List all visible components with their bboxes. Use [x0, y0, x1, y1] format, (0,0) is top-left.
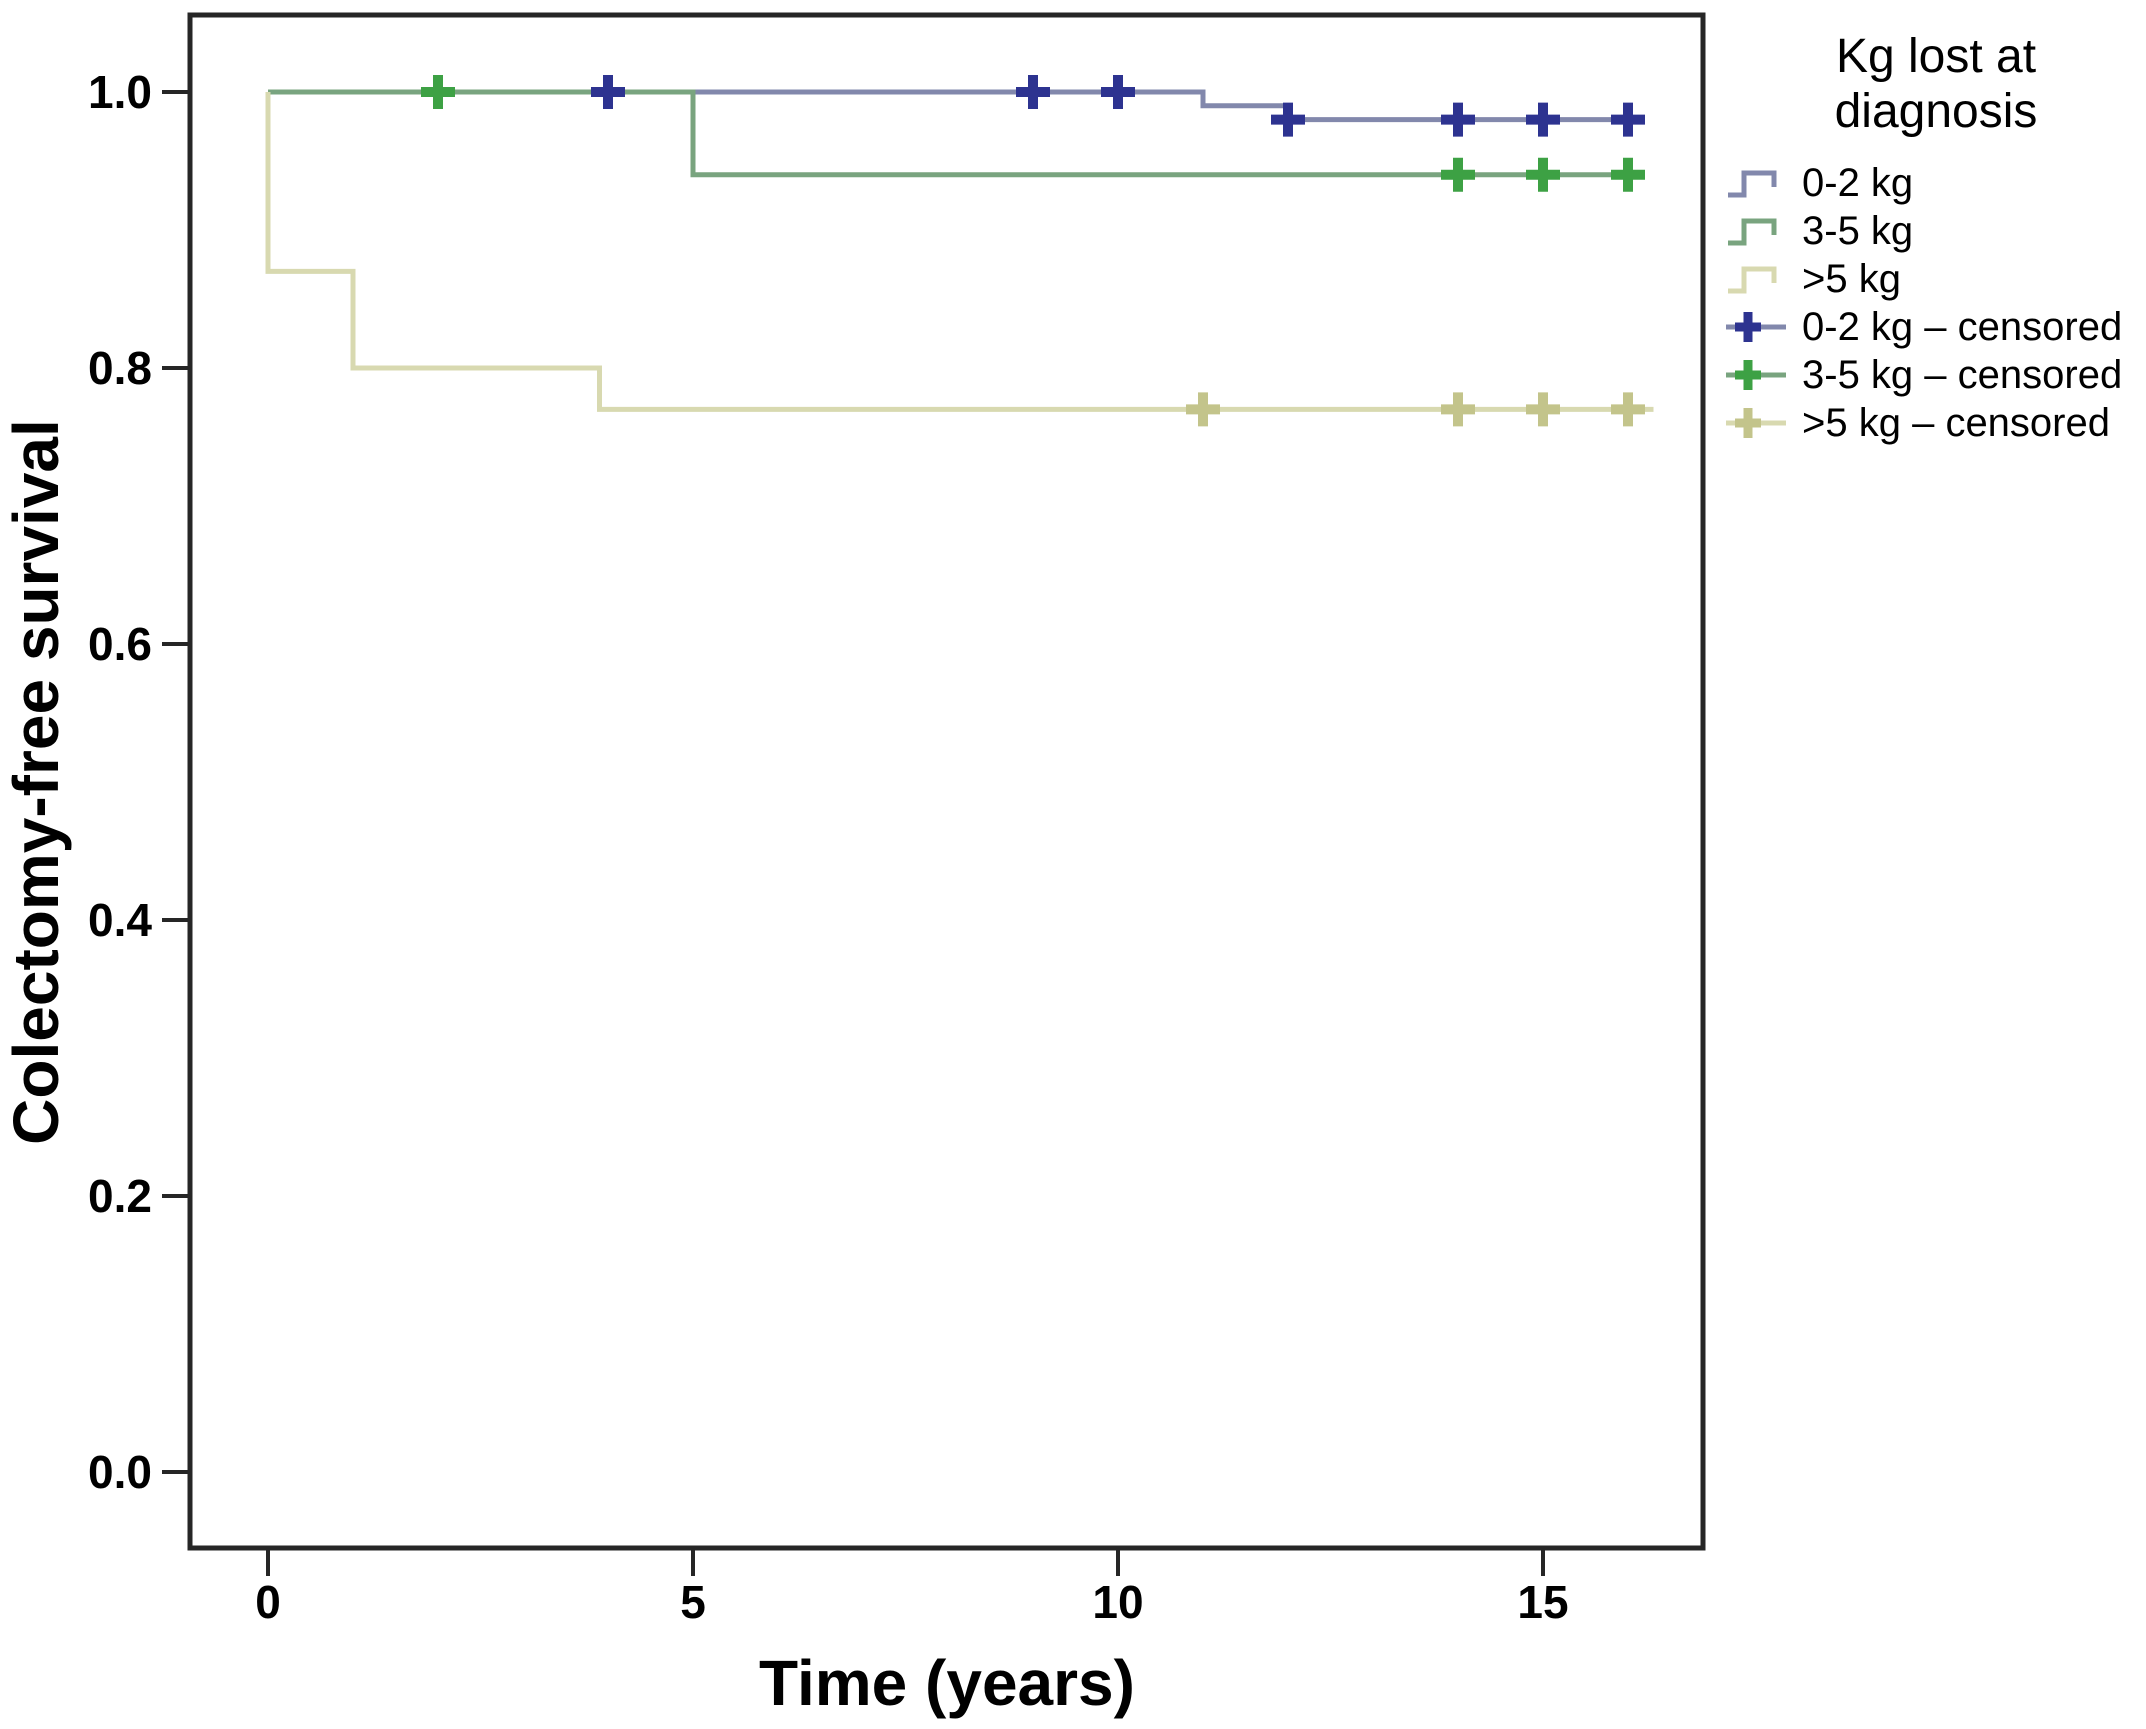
legend-entry-label: 3-5 kg – censored [1802, 352, 2123, 397]
legend: Kg lost at diagnosis 0-2 kg 3-5 kg >5 kg 0-… [1726, 30, 2146, 447]
y-tick-label: 0.2 [88, 1170, 152, 1222]
step-line-icon [1728, 170, 1777, 198]
step-line-icon [1728, 218, 1777, 246]
legend-entries: 0-2 kg 3-5 kg >5 kg 0-2 kg – censored 3-5 kg… [1726, 159, 2146, 447]
censored-plus-icon [1726, 312, 1786, 343]
legend-entry: 3-5 kg [1726, 207, 2146, 255]
legend-entry-label: 0-2 kg – censored [1802, 304, 2123, 349]
legend-entry-label: 3-5 kg [1802, 208, 1914, 253]
x-tick-label: 15 [1517, 1576, 1568, 1628]
x-tick-label: 0 [255, 1576, 281, 1628]
x-tick-label: 5 [680, 1576, 706, 1628]
legend-title-line2: diagnosis [1834, 84, 2038, 138]
legend-entry-label: 0-2 kg [1802, 160, 1914, 205]
x-axis-title: Time (years) [759, 1647, 1135, 1719]
y-axis-title: Colectomy-free survival [0, 419, 72, 1145]
legend-title-line1: Kg lost at [1835, 30, 2037, 83]
y-tick-label: 0.4 [88, 894, 152, 946]
legend-entry: 0-2 kg – censored [1726, 303, 2146, 351]
legend-title: Kg lost at diagnosis [1726, 30, 2146, 139]
legend-entry: >5 kg [1726, 255, 2146, 303]
y-tick-label: 1.0 [88, 66, 152, 118]
legend-entry: >5 kg – censored [1726, 399, 2146, 447]
x-tick-label: 10 [1092, 1576, 1143, 1628]
legend-entry-label: >5 kg – censored [1802, 400, 2110, 445]
legend-entry: 0-2 kg [1726, 159, 2146, 207]
y-tick-label: 0.0 [88, 1446, 152, 1498]
legend-entry-label: >5 kg [1802, 256, 1901, 301]
step-line-icon [1728, 266, 1777, 294]
y-tick-label: 0.8 [88, 342, 152, 394]
survival-curve-5kg [265, 92, 1654, 412]
survival-curve-02kg [268, 89, 1645, 123]
y-tick-label: 0.6 [88, 618, 152, 670]
legend-entry: 3-5 kg – censored [1726, 351, 2146, 399]
survival-curve-35kg [268, 89, 1645, 178]
censored-plus-icon [1726, 408, 1786, 439]
plot-frame [187, 12, 1706, 1551]
censored-plus-icon [1726, 360, 1786, 391]
